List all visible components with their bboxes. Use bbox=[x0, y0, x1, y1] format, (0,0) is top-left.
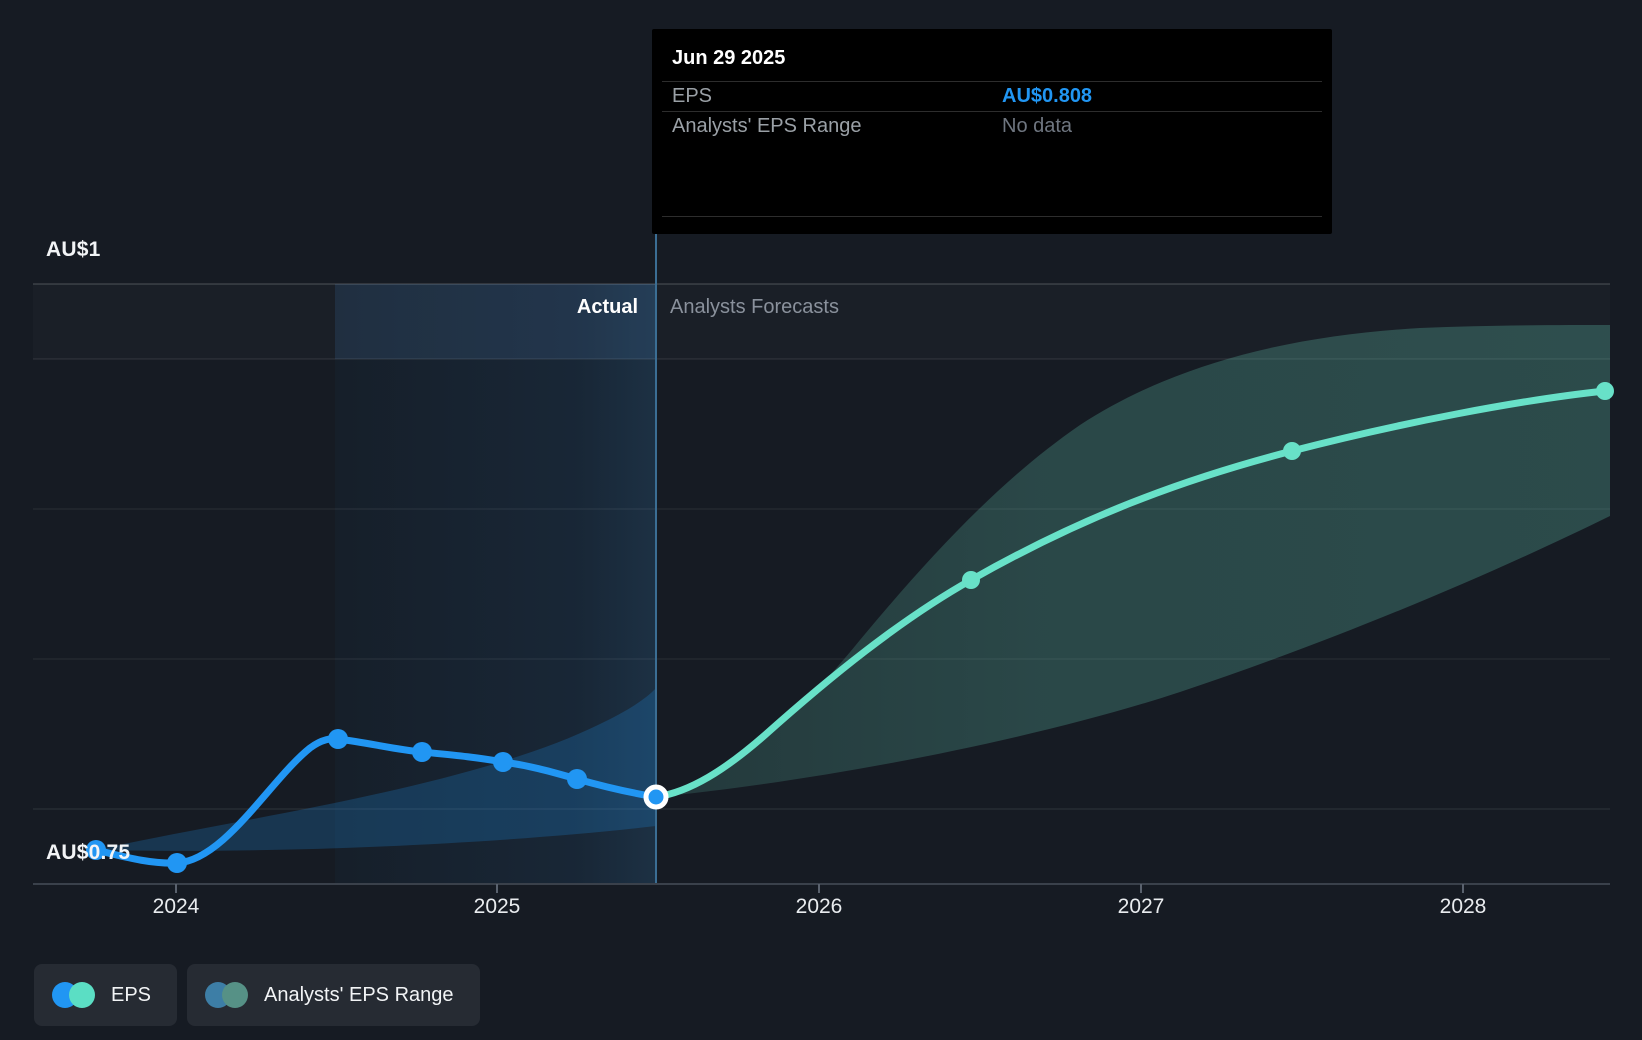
forecast-phase-label: Analysts Forecasts bbox=[670, 296, 839, 318]
legend-range-toggle[interactable]: Analysts' EPS Range bbox=[187, 964, 480, 1026]
x-axis bbox=[33, 883, 1610, 893]
range-series-icon bbox=[205, 982, 249, 1008]
tooltip-row-eps: EPS AU$0.808 bbox=[672, 82, 1312, 111]
actual-data-points bbox=[86, 729, 587, 873]
legend-eps-toggle[interactable]: EPS bbox=[34, 964, 178, 1026]
x-tick-2028: 2028 bbox=[1439, 895, 1487, 918]
eps-series-icon bbox=[52, 982, 95, 1008]
y-axis-label-top: AU$1 bbox=[46, 238, 101, 261]
actual-highlight-band-header bbox=[335, 284, 656, 359]
hover-tooltip: Jun 29 2025 EPS AU$0.808 Analysts' EPS R… bbox=[652, 29, 1332, 234]
tooltip-eps-value: AU$0.808 bbox=[1002, 85, 1093, 107]
legend-range-label: Analysts' EPS Range bbox=[264, 983, 454, 1006]
selected-data-point[interactable] bbox=[643, 784, 669, 810]
tooltip-range-value: No data bbox=[1002, 115, 1073, 137]
tooltip-divider bbox=[662, 81, 1322, 82]
legend: EPS Analysts' EPS Range bbox=[34, 964, 480, 1026]
x-tick-2026: 2026 bbox=[795, 895, 843, 918]
forecast-data-points bbox=[962, 382, 1614, 589]
actual-range-band bbox=[96, 688, 656, 851]
tooltip-row-range: Analysts' EPS Range No data bbox=[672, 112, 1312, 141]
tooltip-date: Jun 29 2025 bbox=[672, 47, 786, 69]
legend-eps-label: EPS bbox=[111, 983, 152, 1006]
tooltip-range-label: Analysts' EPS Range bbox=[672, 115, 862, 137]
analysts-range-band bbox=[656, 325, 1610, 797]
x-tick-2025: 2025 bbox=[473, 895, 521, 918]
tooltip-divider bbox=[662, 111, 1322, 112]
actual-phase-label: Actual bbox=[576, 296, 638, 318]
x-tick-2027: 2027 bbox=[1117, 895, 1165, 918]
forecast-eps-line bbox=[652, 387, 1609, 801]
tooltip-eps-label: EPS bbox=[672, 85, 713, 107]
x-tick-2024: 2024 bbox=[152, 895, 200, 918]
y-axis-label-bottom: AU$0.75 bbox=[46, 841, 131, 864]
tooltip-divider bbox=[662, 216, 1322, 217]
